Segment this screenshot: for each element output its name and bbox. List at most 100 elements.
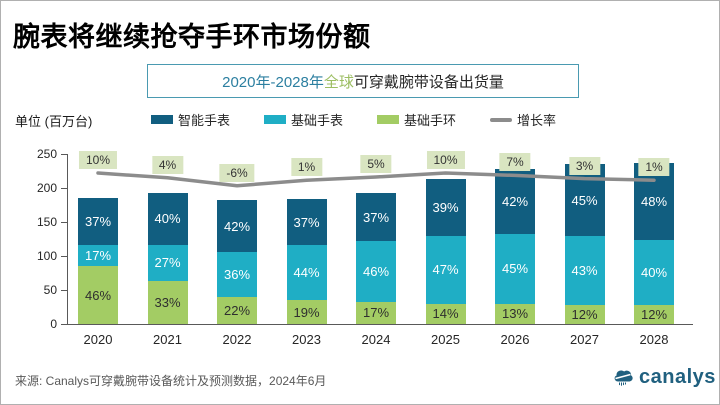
growth-rate-label: 1%	[290, 158, 323, 177]
bar-segment-智能手表: 37%	[78, 198, 118, 245]
bar-segment-基础手环: 46%	[78, 266, 118, 324]
legend-swatch-icon	[264, 115, 287, 124]
bar-segment-value: 40%	[640, 264, 668, 280]
x-axis-category-label: 2025	[431, 332, 460, 347]
legend-item: 基础手环	[377, 110, 456, 129]
bar-segment-基础手表: 27%	[147, 245, 188, 281]
growth-rate-label: 4%	[151, 155, 184, 174]
bar-segment-基础手表: 46%	[356, 241, 396, 302]
y-axis-tick-label: 250	[36, 147, 57, 161]
bar-segment-基础手表: 17%	[78, 244, 118, 267]
legend-item: 智能手表	[151, 110, 230, 129]
bar-segment-value: 43%	[571, 262, 598, 278]
bar-segment-value: 22%	[223, 302, 251, 318]
canalys-logo: canalys	[611, 365, 716, 389]
y-axis-line	[67, 154, 68, 324]
chart-title-period: 2020年-2028年	[222, 73, 324, 91]
bar-segment-value: 42%	[223, 218, 251, 234]
bar-segment-value: 33%	[154, 294, 181, 310]
chart-legend: 智能手表 基础手表 基础手环 增长率	[151, 110, 621, 129]
y-axis-tick	[61, 222, 67, 223]
bar-segment-基础手环: 17%	[356, 301, 396, 324]
y-axis-unit-label: 单位 (百万台)	[15, 114, 93, 129]
growth-rate-label: -6%	[219, 163, 255, 182]
bar-segment-value: 45%	[571, 192, 598, 208]
bar-segment-value: 44%	[293, 265, 320, 281]
bar-segment-基础手表: 47%	[425, 235, 466, 304]
bar-segment-基础手表: 40%	[634, 240, 674, 305]
y-axis-tick-label: 100	[36, 249, 57, 263]
chart-title-box: 2020年-2028年 全球 可穿戴腕带设备出货量	[147, 64, 579, 98]
x-axis-category-label: 2027	[570, 332, 599, 347]
bar-segment-value: 13%	[501, 306, 529, 322]
bar-segment-value: 37%	[293, 214, 320, 230]
bar-segment-value: 37%	[362, 209, 390, 225]
x-axis-category-label: 2026	[500, 332, 530, 347]
growth-rate-label: 1%	[638, 158, 670, 177]
x-axis-category-label: 2021	[153, 332, 182, 347]
bar-segment-智能手表: 37%	[356, 192, 396, 242]
y-axis-tick	[61, 188, 67, 189]
bar-segment-基础手表: 44%	[286, 245, 327, 301]
bar-segment-value: 27%	[154, 255, 181, 271]
x-axis-category-label: 2028	[639, 332, 669, 347]
y-axis-tick	[61, 154, 67, 155]
page-title: 腕表将继续抢夺手环市场份额	[13, 22, 371, 52]
x-axis-category-label: 2024	[361, 332, 391, 347]
y-axis-tick-label: 200	[36, 181, 57, 195]
bar-segment-value: 17%	[362, 305, 390, 321]
y-axis-tick-label: 150	[36, 215, 57, 229]
legend-item: 增长率	[490, 110, 556, 129]
legend-label: 智能手表	[178, 113, 231, 128]
bar-segment-智能手表: 37%	[286, 198, 327, 246]
bar-segment-基础手环: 19%	[286, 300, 327, 324]
x-axis-line	[67, 324, 693, 325]
legend-swatch-icon	[151, 115, 173, 124]
x-axis-category-label: 2023	[292, 332, 321, 347]
bar-segment-value: 12%	[571, 306, 598, 322]
bar-segment-智能手表: 42%	[495, 168, 535, 235]
bar-segment-基础手环: 12%	[564, 304, 605, 324]
bar-segment-value: 48%	[640, 194, 668, 209]
legend-swatch-icon	[490, 117, 513, 122]
bar-segment-value: 12%	[640, 306, 668, 322]
bar-segment-value: 40%	[154, 211, 181, 227]
bar-segment-value: 39%	[432, 199, 459, 215]
growth-rate-label: 7%	[499, 153, 531, 172]
bar-segment-基础手环: 22%	[217, 296, 257, 324]
y-axis-tick	[61, 256, 67, 257]
canalys-logo-icon	[614, 370, 633, 386]
bar-segment-value: 46%	[362, 263, 390, 279]
bar-segment-value: 14%	[432, 306, 459, 322]
y-axis-tick-label: 50	[43, 283, 57, 297]
bar-segment-基础手环: 14%	[425, 303, 466, 324]
bar-segment-value: 47%	[432, 262, 459, 278]
y-axis-tick	[61, 290, 67, 291]
growth-rate-label: 3%	[568, 156, 601, 175]
y-axis-tick-label: 0	[50, 317, 57, 331]
bar-segment-value: 19%	[293, 304, 320, 320]
y-axis-tick	[61, 324, 67, 325]
bar-segment-value: 45%	[501, 261, 529, 277]
growth-rate-label: 5%	[360, 155, 392, 173]
legend-label: 增长率	[517, 113, 557, 128]
chart-title-rest: 可穿戴腕带设备出货量	[353, 73, 504, 91]
bar-segment-value: 36%	[223, 266, 251, 282]
bar-segment-value: 42%	[501, 194, 529, 209]
legend-swatch-icon	[377, 115, 400, 124]
bar-segment-value: 17%	[84, 247, 112, 263]
growth-rate-label: 10%	[426, 151, 465, 169]
bar-segment-智能手表: 42%	[217, 200, 257, 253]
bar-segment-基础手环: 12%	[634, 304, 674, 324]
bar-segment-智能手表: 45%	[564, 164, 605, 237]
chart-title-scope: 全球	[323, 73, 354, 91]
x-axis-category-label: 2022	[222, 332, 252, 347]
bar-segment-基础手表: 45%	[495, 234, 535, 304]
legend-label: 基础手表	[291, 113, 344, 128]
growth-rate-label: 10%	[78, 151, 118, 169]
legend-label: 基础手环	[404, 113, 457, 128]
bar-segment-智能手表: 39%	[425, 179, 466, 236]
bar-segment-value: 37%	[84, 213, 112, 229]
bar-segment-智能手表: 40%	[147, 192, 188, 246]
